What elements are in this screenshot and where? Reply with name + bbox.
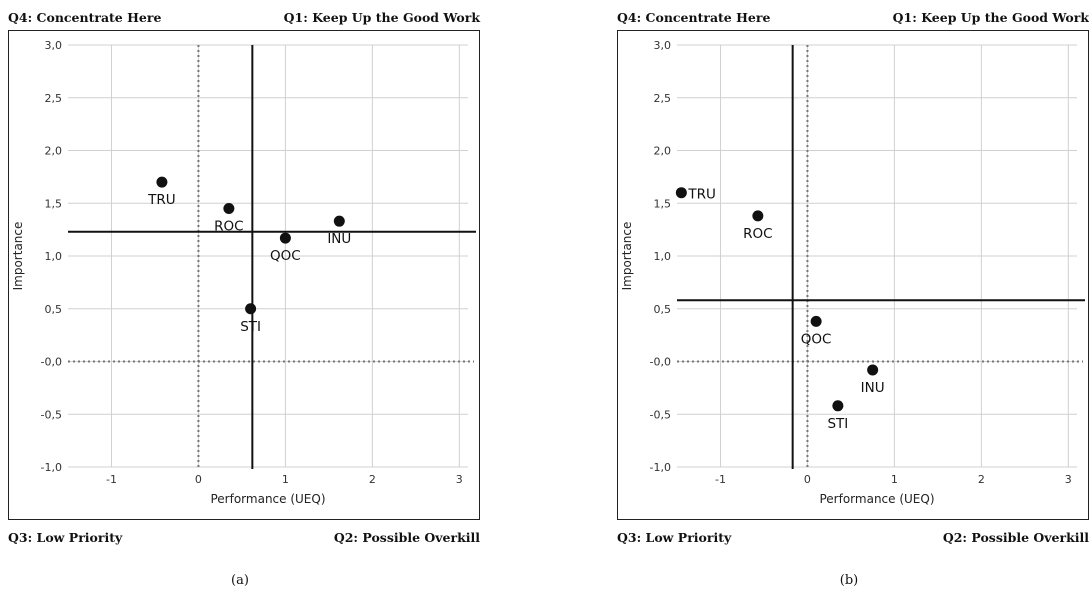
data-point [223, 203, 235, 215]
x-tick-label: -1 [715, 473, 726, 486]
y-tick-label: 1,5 [45, 197, 63, 210]
y-tick-label: 2,5 [654, 92, 672, 105]
data-point [279, 232, 291, 244]
quadrant-label-q2: Q2: Possible Overkill [942, 530, 1089, 545]
y-tick-label: -0,5 [41, 408, 62, 421]
data-point [156, 176, 168, 188]
x-tick-label: 0 [804, 473, 811, 486]
data-point [832, 400, 844, 412]
data-point [867, 364, 879, 376]
quadrant-label-q4: Q4: Concentrate Here [617, 10, 771, 25]
x-tick-label: 3 [1065, 473, 1072, 486]
caption-b: (b) [839, 573, 859, 588]
caption-a: (a) [231, 573, 249, 588]
x-tick-label: 0 [195, 473, 202, 486]
data-point-label: ROC [743, 226, 772, 242]
y-tick-label: -0,5 [650, 408, 671, 421]
x-tick-label: 3 [456, 473, 463, 486]
data-point-label: QOC [270, 248, 301, 264]
data-point [675, 187, 687, 199]
quadrant-label-q3: Q3: Low Priority [8, 530, 123, 545]
data-point-label: STI [240, 319, 261, 335]
data-point [752, 210, 764, 222]
y-tick-label: -0,0 [41, 356, 62, 369]
quadrant-label-q4: Q4: Concentrate Here [8, 10, 162, 25]
chart-frame [617, 30, 1089, 520]
data-point-label: TRU [147, 192, 176, 208]
data-point-label: QOC [801, 331, 832, 347]
y-tick-label: 3,0 [45, 39, 63, 52]
chart-frame [8, 30, 480, 520]
y-tick-label: 2,0 [45, 145, 63, 158]
y-tick-label: 0,5 [45, 303, 63, 316]
y-tick-label: 3,0 [654, 39, 672, 52]
y-tick-label: 2,0 [654, 145, 672, 158]
y-tick-label: -1,0 [650, 461, 671, 474]
data-point [333, 215, 345, 227]
quadrant-label-q2: Q2: Possible Overkill [333, 530, 480, 545]
data-point-label: TRU [687, 187, 716, 203]
data-point-label: STI [827, 416, 848, 432]
x-tick-label: 2 [369, 473, 376, 486]
x-tick-label: -1 [106, 473, 117, 486]
data-point [810, 315, 822, 327]
data-point-label: ROC [214, 219, 243, 235]
y-tick-label: 1,5 [654, 197, 672, 210]
y-tick-label: 1,0 [45, 250, 63, 263]
y-tick-label: 2,5 [45, 92, 63, 105]
x-axis-label: Performance (UEQ) [210, 492, 325, 506]
x-axis-label: Performance (UEQ) [819, 492, 934, 506]
panel-b: Q4: Concentrate Here Q1: Keep Up the Goo… [609, 0, 1089, 599]
x-tick-label: 1 [891, 473, 898, 486]
y-tick-label: 1,0 [654, 250, 672, 263]
quadrant-label-q1: Q1: Keep Up the Good Work [283, 10, 480, 25]
y-axis-label: Importance [11, 222, 25, 291]
quadrant-label-q3: Q3: Low Priority [617, 530, 732, 545]
ipma-chart-a: -1 0 1 2 3 3,0 2,5 2,0 1,5 1,0 0,5 -0,0 -0,5 -1,0 Perf… [8, 30, 480, 520]
y-tick-label: -0,0 [650, 356, 671, 369]
panel-a: Q4: Concentrate Here Q1: Keep Up the Goo… [0, 0, 480, 599]
y-axis-label: Importance [620, 222, 634, 291]
y-tick-label: -1,0 [41, 461, 62, 474]
x-tick-label: 2 [978, 473, 985, 486]
quadrant-label-q1: Q1: Keep Up the Good Work [892, 10, 1089, 25]
data-point [245, 303, 257, 315]
data-point-label: INU [861, 380, 885, 396]
y-tick-label: 0,5 [654, 303, 672, 316]
x-tick-label: 1 [282, 473, 289, 486]
data-point-label: INU [327, 231, 351, 247]
ipma-chart-b: -1 0 1 2 3 3,0 2,5 2,0 1,5 1,0 0,5 -0,0 -0,5 -1,0 Perf… [617, 30, 1089, 520]
